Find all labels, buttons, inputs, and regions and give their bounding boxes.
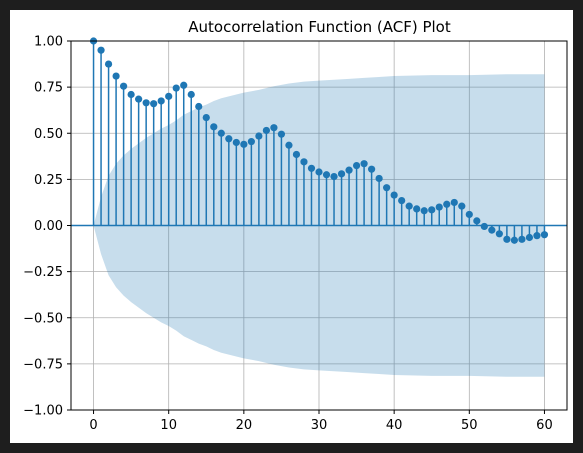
- marker-lag-3: [112, 72, 120, 80]
- marker-lag-37: [368, 165, 376, 173]
- marker-lag-22: [255, 132, 263, 140]
- chart-title: Autocorrelation Function (ACF) Plot: [188, 18, 451, 36]
- marker-lag-43: [413, 205, 421, 213]
- x-tick-label-4: 40: [386, 418, 403, 433]
- x-tick-label-6: 60: [536, 418, 553, 433]
- marker-lag-36: [360, 160, 368, 168]
- x-tick-label-5: 50: [461, 418, 478, 433]
- tick-layer: 0 10 20 30 40 50 60 −1.00 −0.75 −0.50 −0.25 0.00 0.2…: [23, 35, 553, 434]
- marker-lag-16: [210, 123, 218, 131]
- marker-lag-32: [330, 173, 338, 181]
- marker-lag-21: [247, 137, 255, 146]
- y-tick-label-1: −0.75: [23, 357, 63, 372]
- marker-lag-15: [202, 113, 210, 122]
- x-tick-label-2: 20: [236, 418, 253, 433]
- chart-background: [10, 10, 573, 443]
- marker-lag-42: [405, 202, 413, 210]
- marker-lag-6: [135, 95, 143, 103]
- marker-lag-17: [217, 129, 225, 137]
- marker-lag-24: [270, 124, 278, 132]
- marker-lag-48: [450, 198, 458, 207]
- marker-lag-25: [277, 130, 286, 138]
- marker-lag-53: [488, 226, 496, 234]
- marker-lag-4: [120, 82, 128, 90]
- marker-lag-56: [510, 236, 518, 244]
- marker-lag-28: [300, 158, 308, 166]
- marker-lag-60: [540, 231, 549, 239]
- marker-lag-11: [172, 84, 180, 92]
- marker-lag-26: [285, 141, 293, 149]
- marker-lag-57: [518, 235, 526, 243]
- y-tick-label-3: −0.25: [23, 265, 63, 280]
- marker-lag-44: [420, 207, 428, 215]
- marker-lag-41: [398, 196, 406, 205]
- marker-lag-34: [345, 166, 353, 174]
- y-tick-label-5: 0.25: [34, 173, 63, 188]
- y-tick-label-4: 0.00: [34, 219, 63, 234]
- y-tick-label-6: 0.50: [34, 127, 63, 142]
- marker-lag-51: [473, 217, 481, 225]
- marker-lag-13: [187, 90, 195, 99]
- x-tick-label-0: 0: [89, 418, 97, 433]
- y-tick-label-8: 1.00: [34, 35, 63, 50]
- marker-lag-18: [225, 135, 233, 143]
- marker-lag-45: [428, 206, 436, 214]
- marker-lag-27: [292, 150, 301, 159]
- marker-lag-39: [383, 184, 391, 192]
- marker-layer: [89, 37, 549, 244]
- marker-lag-49: [458, 202, 466, 210]
- marker-lag-9: [157, 97, 165, 105]
- marker-lag-5: [127, 90, 135, 99]
- y-tick-label-7: 0.75: [34, 81, 63, 96]
- marker-lag-47: [443, 200, 451, 208]
- x-tick-label-3: 30: [311, 418, 328, 433]
- marker-lag-58: [525, 233, 534, 242]
- marker-lag-23: [262, 126, 270, 135]
- marker-lag-14: [195, 102, 203, 111]
- marker-lag-31: [322, 171, 331, 179]
- marker-lag-46: [435, 203, 443, 211]
- marker-lag-1: [97, 46, 105, 54]
- marker-lag-12: [180, 81, 188, 89]
- y-tick-label-2: −0.50: [23, 311, 63, 326]
- marker-lag-40: [390, 191, 398, 199]
- marker-lag-50: [465, 210, 473, 219]
- marker-lag-55: [503, 235, 511, 243]
- marker-lag-10: [165, 92, 173, 100]
- marker-lag-38: [375, 174, 383, 183]
- marker-lag-19: [232, 138, 240, 147]
- marker-lag-8: [150, 100, 158, 108]
- marker-lag-20: [240, 140, 248, 148]
- acf-chart-svg: Autocorrelation Function (ACF) Plot 0 10 2…: [10, 10, 573, 443]
- marker-lag-30: [315, 168, 323, 176]
- marker-lag-52: [480, 222, 488, 231]
- x-tick-label-1: 10: [160, 418, 177, 433]
- marker-lag-54: [495, 230, 503, 238]
- marker-lag-33: [337, 170, 346, 178]
- marker-lag-2: [104, 60, 113, 68]
- marker-lag-29: [307, 164, 316, 172]
- acf-chart-figure: Autocorrelation Function (ACF) Plot 0 10 2…: [10, 10, 573, 443]
- marker-lag-7: [142, 99, 150, 107]
- marker-lag-59: [533, 232, 541, 240]
- marker-lag-35: [352, 161, 361, 170]
- y-tick-label-0: −1.00: [23, 404, 63, 419]
